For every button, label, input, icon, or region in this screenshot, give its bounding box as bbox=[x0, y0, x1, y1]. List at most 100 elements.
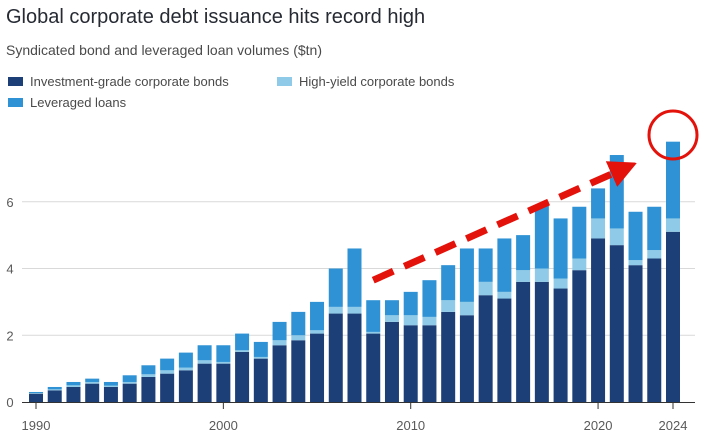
bar-2018-investment-grade bbox=[553, 288, 568, 402]
bar-1995-leveraged-loans bbox=[122, 375, 137, 382]
bar-2015-leveraged-loans bbox=[497, 238, 512, 292]
bar-1990-high-yield bbox=[29, 392, 43, 394]
bar-1999-investment-grade bbox=[197, 363, 212, 402]
bar-2020-high-yield bbox=[591, 218, 606, 239]
bar-2010-investment-grade bbox=[403, 325, 418, 402]
bar-2021-investment-grade bbox=[609, 245, 624, 402]
bar-2012-investment-grade bbox=[441, 311, 456, 402]
bar-2014-leveraged-loans bbox=[478, 248, 493, 282]
bar-2023-investment-grade bbox=[647, 258, 662, 402]
annotations bbox=[371, 109, 699, 284]
bar-2001-high-yield bbox=[235, 350, 250, 352]
bar-1992-high-yield bbox=[66, 385, 81, 387]
bar-1997-high-yield bbox=[160, 370, 175, 374]
bar-1994-leveraged-loans bbox=[103, 381, 118, 386]
bar-2017-investment-grade bbox=[534, 281, 549, 402]
x-tick-label-2010: 2010 bbox=[396, 418, 425, 433]
bar-1999-leveraged-loans bbox=[197, 345, 212, 361]
bar-1999-high-yield bbox=[197, 360, 212, 364]
bar-2003-investment-grade bbox=[272, 345, 287, 402]
chart-subtitle: Syndicated bond and leveraged loan volum… bbox=[6, 42, 322, 58]
y-tick-label-6: 6 bbox=[6, 195, 13, 210]
legend-label-investment-grade: Investment-grade corporate bonds bbox=[30, 74, 229, 89]
bar-2010-high-yield bbox=[403, 315, 418, 326]
bar-2019-leveraged-loans bbox=[572, 206, 587, 259]
bar-2013-high-yield bbox=[459, 301, 474, 316]
bar-2020-leveraged-loans bbox=[591, 188, 606, 219]
bar-2001-leveraged-loans bbox=[235, 333, 250, 351]
bar-2002-investment-grade bbox=[253, 358, 268, 402]
bar-2017-high-yield bbox=[534, 268, 549, 282]
bar-2012-high-yield bbox=[441, 300, 456, 312]
bar-2006-investment-grade bbox=[328, 313, 343, 402]
bar-2005-high-yield bbox=[310, 330, 325, 334]
bar-2023-high-yield bbox=[647, 250, 662, 259]
bar-1998-investment-grade bbox=[178, 370, 193, 402]
bar-2002-leveraged-loans bbox=[253, 341, 268, 357]
bar-2002-high-yield bbox=[253, 356, 268, 359]
bar-2001-investment-grade bbox=[235, 351, 250, 402]
x-tick-label-2024: 2024 bbox=[659, 418, 688, 433]
bar-1998-high-yield bbox=[178, 367, 193, 371]
bar-2019-high-yield bbox=[572, 258, 587, 271]
bar-2008-leveraged-loans bbox=[366, 300, 381, 332]
bar-2007-high-yield bbox=[347, 306, 362, 314]
bar-1995-high-yield bbox=[122, 381, 137, 384]
bar-2022-high-yield bbox=[628, 260, 643, 266]
bar-2011-high-yield bbox=[422, 316, 437, 326]
bar-2016-leveraged-loans bbox=[516, 235, 531, 271]
bar-2013-investment-grade bbox=[459, 315, 474, 402]
bar-1991-investment-grade bbox=[47, 390, 62, 402]
bar-2015-high-yield bbox=[497, 291, 512, 299]
bar-2007-leveraged-loans bbox=[347, 248, 362, 307]
legend-item-leveraged-loans: Leveraged loans bbox=[8, 95, 126, 110]
bar-2003-leveraged-loans bbox=[272, 321, 287, 341]
bar-2018-leveraged-loans bbox=[553, 218, 568, 279]
bar-2010-leveraged-loans bbox=[403, 291, 418, 316]
bar-2015-investment-grade bbox=[497, 298, 512, 402]
bar-2004-high-yield bbox=[291, 335, 306, 341]
bar-1997-investment-grade bbox=[160, 373, 175, 402]
bar-1996-leveraged-loans bbox=[141, 365, 156, 375]
bar-2006-leveraged-loans bbox=[328, 268, 343, 307]
bar-2019-investment-grade bbox=[572, 270, 587, 402]
bar-1994-high-yield bbox=[103, 385, 118, 387]
bar-2014-investment-grade bbox=[478, 295, 493, 402]
bars bbox=[29, 141, 680, 402]
bar-1996-investment-grade bbox=[141, 376, 156, 402]
bar-1992-leveraged-loans bbox=[66, 381, 81, 386]
bar-2007-investment-grade bbox=[347, 313, 362, 402]
bar-1996-high-yield bbox=[141, 374, 156, 377]
legend-label-high-yield: High-yield corporate bonds bbox=[299, 74, 455, 89]
bar-1997-leveraged-loans bbox=[160, 358, 175, 371]
bar-2021-high-yield bbox=[609, 228, 624, 246]
bar-2009-investment-grade bbox=[384, 321, 399, 402]
bar-2022-investment-grade bbox=[628, 265, 643, 402]
bar-2000-leveraged-loans bbox=[216, 345, 231, 362]
legend-swatch-investment-grade bbox=[8, 77, 23, 86]
bar-2005-leveraged-loans bbox=[310, 301, 325, 331]
bar-1998-leveraged-loans bbox=[178, 352, 193, 368]
bar-2011-investment-grade bbox=[422, 325, 437, 402]
bar-2016-high-yield bbox=[516, 270, 531, 282]
bar-2012-leveraged-loans bbox=[441, 265, 456, 301]
bar-1990-leveraged-loans bbox=[29, 391, 43, 393]
bar-1991-high-yield bbox=[47, 389, 62, 391]
bar-2004-leveraged-loans bbox=[291, 311, 306, 336]
bar-2004-investment-grade bbox=[291, 340, 306, 402]
y-tick-label-4: 4 bbox=[6, 262, 13, 277]
y-tick-label-0: 0 bbox=[6, 395, 13, 410]
bar-2008-investment-grade bbox=[366, 333, 381, 402]
bar-2000-investment-grade bbox=[216, 363, 231, 402]
highlight-circle bbox=[647, 109, 699, 161]
bar-1992-investment-grade bbox=[66, 386, 81, 402]
bar-1990-investment-grade bbox=[29, 393, 43, 402]
bar-2024-leveraged-loans bbox=[666, 141, 680, 219]
bar-2016-investment-grade bbox=[516, 281, 531, 402]
bar-2006-high-yield bbox=[328, 306, 343, 314]
x-tick-label-2000: 2000 bbox=[209, 418, 238, 433]
bar-2017-leveraged-loans bbox=[534, 205, 549, 269]
bar-2008-high-yield bbox=[366, 331, 381, 334]
bar-2020-investment-grade bbox=[591, 238, 606, 402]
bar-1991-leveraged-loans bbox=[47, 386, 62, 390]
